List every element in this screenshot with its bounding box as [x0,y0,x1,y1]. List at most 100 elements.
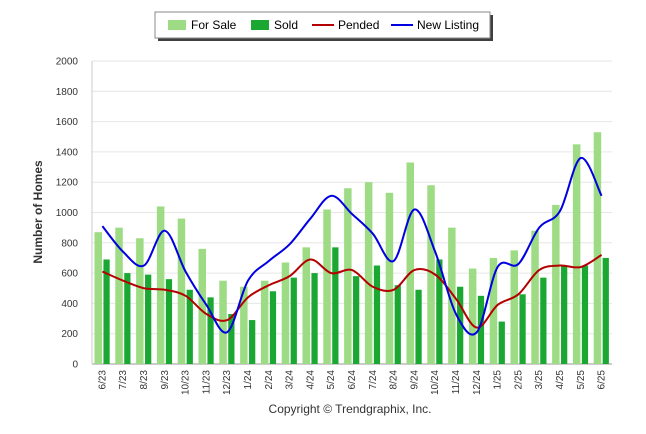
bar-for-sale [510,250,518,365]
bar-sold [311,273,318,364]
bar-for-sale [364,182,373,364]
copyright-text: Copyright © Trendgraphix, Inc. [269,402,432,416]
x-tick-label: 4/24 [305,370,316,390]
y-tick-label: 1600 [56,117,79,128]
y-tick-label: 200 [61,329,78,340]
bars [94,132,609,365]
y-tick-label: 1400 [56,147,79,158]
bar-sold [498,321,505,364]
bar-sold [145,274,152,364]
bar-sold [436,259,443,364]
y-tick-label: 2000 [56,57,79,68]
x-tick-label: 12/23 [222,370,233,395]
x-tick-label: 2/24 [264,370,275,390]
bar-sold [373,265,381,364]
legend-item-sold: Sold [251,18,298,32]
legend-label-for-sale: For Sale [191,18,237,32]
bar-sold [332,247,339,364]
x-tick-label: 5/25 [576,370,587,390]
legend-item-pended: Pended [312,18,379,32]
legend-item-new-listing: New Listing [391,18,479,32]
x-tick-label: 6/25 [597,370,608,390]
bar-for-sale [531,230,539,364]
y-tick-label: 1000 [56,208,79,219]
bar-for-sale [260,280,269,364]
bar-for-sale [572,144,581,364]
y-tick-label: 1800 [56,87,79,98]
x-tick-label: 2/25 [513,370,524,390]
bar-for-sale [593,132,602,364]
bar-sold [415,289,422,364]
bar-for-sale [344,188,352,364]
bar-sold [124,273,131,364]
bar-sold [269,291,277,364]
y-tick-label: 600 [61,269,78,280]
x-tick-label: 6/24 [347,370,358,390]
x-tick-label: 9/23 [160,370,171,390]
bar-sold [249,320,256,364]
bar-for-sale [156,206,165,364]
x-tick-label: 10/23 [181,370,192,395]
legend-label-sold: Sold [274,18,298,32]
bar-for-sale [94,232,102,364]
bar-sold [353,276,360,364]
legend-swatch-for-sale [168,20,186,30]
bar-sold [207,297,214,364]
bar-sold [394,285,401,364]
x-tick-label: 5/24 [326,370,337,390]
legend-swatch-sold [251,20,269,30]
bar-sold [581,265,589,364]
x-tick-label: 6/23 [97,370,108,390]
bar-sold [540,277,547,364]
series-line-new-listing [101,156,603,336]
bar-for-sale [552,204,560,364]
y-axis-ticks: 0 200 400 600 800 1000 1200 1400 1600 1800 2000 [56,57,79,371]
bar-sold [103,259,110,364]
y-axis-label: Number of Homes [31,160,45,264]
x-tick-label: 11/24 [451,370,462,395]
x-axis-ticks: 6/23 7/23 8/23 9/23 10/23 11/23 12/23 1/24 2/24 3… [97,370,607,395]
bar-for-sale [219,280,227,364]
y-tick-label: 1200 [56,178,79,189]
x-tick-label: 4/25 [555,370,566,390]
y-tick-label: 800 [61,238,78,249]
y-tick-label: 400 [61,299,78,310]
legend: For Sale Sold Pended New Listing [154,11,493,41]
bar-sold [561,265,568,364]
bar-for-sale [448,227,456,364]
bar-for-sale [240,286,248,364]
legend-item-for-sale: For Sale [168,18,237,32]
series-line-pended [102,254,603,329]
bar-for-sale [385,192,394,364]
x-tick-label: 3/24 [285,370,296,390]
bar-for-sale [198,248,206,364]
x-tick-label: 7/23 [118,370,129,390]
bar-sold [519,294,526,364]
bar-for-sale [427,185,435,364]
bar-for-sale [406,162,414,364]
bar-for-sale [302,247,310,364]
bar-for-sale [468,268,477,364]
x-tick-label: 9/24 [409,370,420,390]
legend-label-new-listing: New Listing [417,18,479,32]
x-tick-label: 11/23 [201,370,212,395]
x-tick-label: 8/23 [139,370,150,390]
x-tick-label: 7/24 [368,370,379,390]
x-tick-label: 12/24 [472,370,483,395]
x-tick-label: 1/24 [243,370,254,390]
y-tick-label: 0 [72,360,78,371]
x-tick-label: 8/24 [389,370,400,390]
bar-sold [457,286,464,364]
series-lines [101,156,603,336]
x-tick-label: 10/24 [430,370,441,395]
bar-sold [290,277,297,364]
x-tick-label: 3/25 [534,370,545,390]
bar-for-sale [281,262,290,364]
x-tick-label: 1/25 [493,370,504,390]
legend-label-pended: Pended [338,18,379,32]
bar-sold [228,314,235,364]
bar-for-sale [115,227,123,364]
bar-sold [186,289,193,364]
bar-for-sale [136,238,144,364]
